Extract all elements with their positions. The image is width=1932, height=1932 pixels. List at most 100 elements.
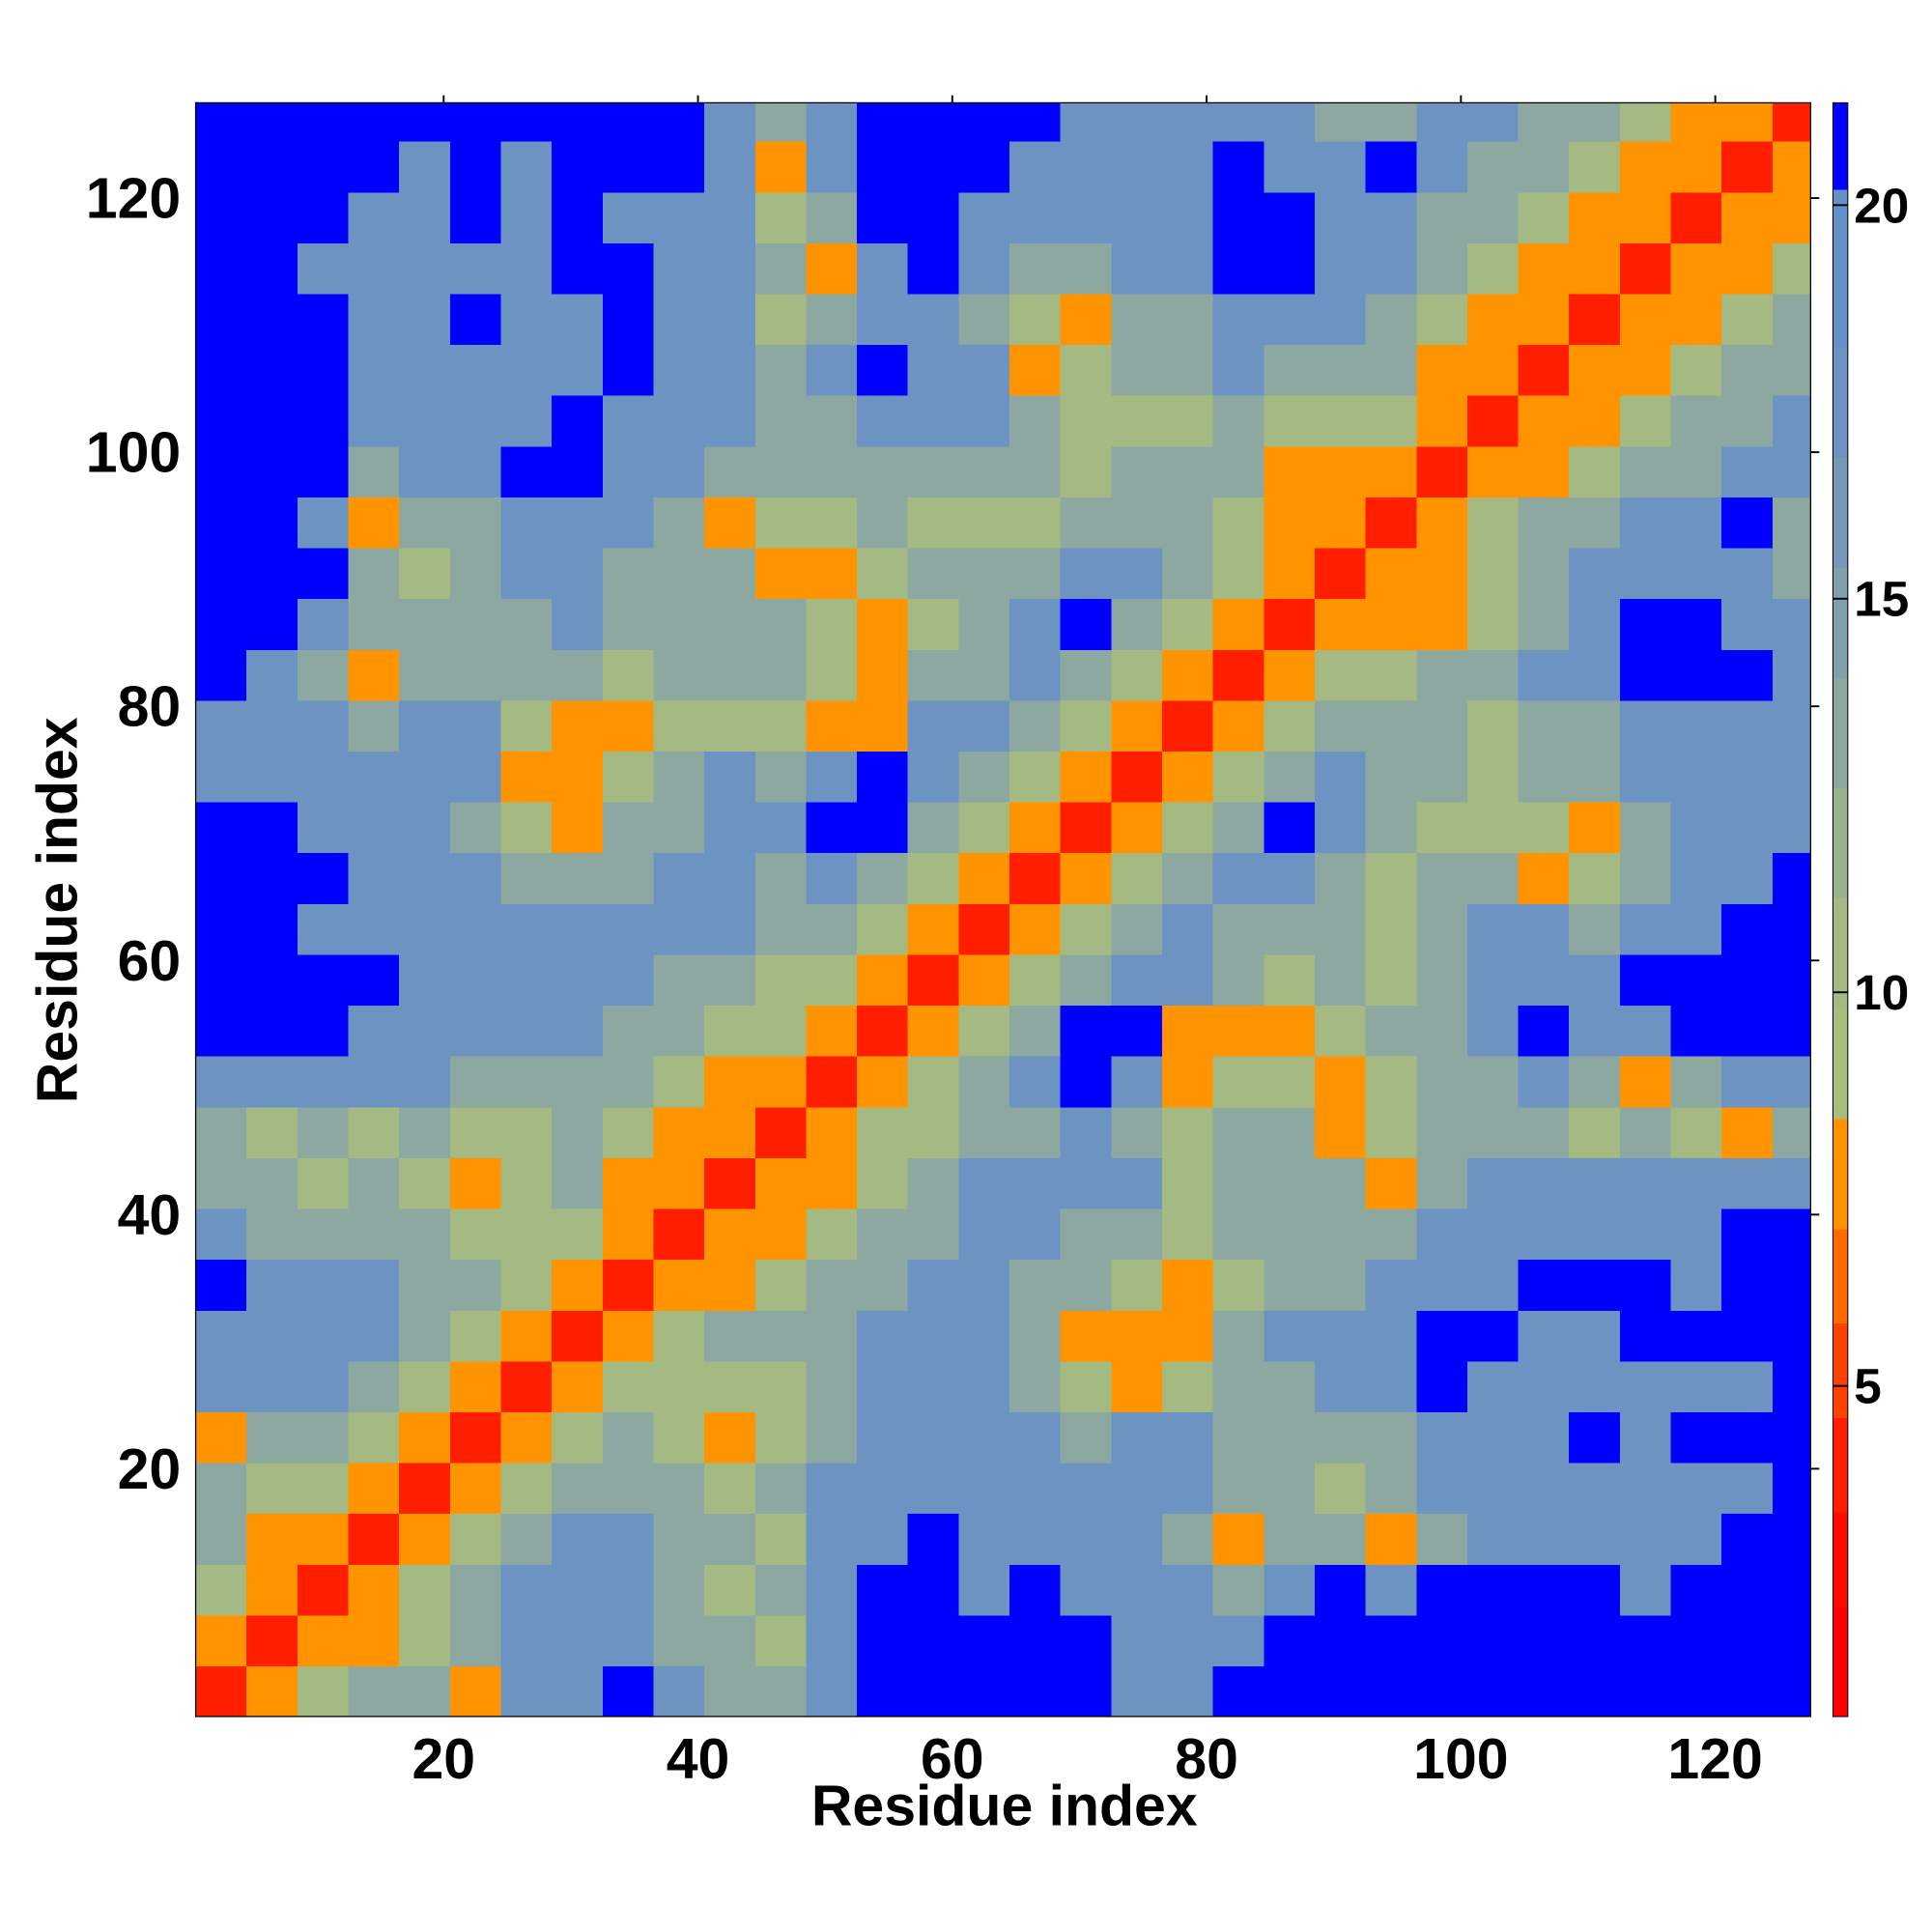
cell [1111,191,1163,243]
cell [552,140,604,193]
cell [1009,1106,1062,1158]
cell [1721,1259,1774,1311]
cell [1009,852,1062,904]
cell [348,1310,400,1362]
cell [1518,140,1571,193]
cell [1772,1462,1812,1515]
cell [297,344,350,396]
cell [602,903,655,955]
x-tick-label: 20 [412,1728,475,1791]
cell [1772,293,1812,346]
cell [704,344,756,396]
cell [1518,852,1571,904]
cell [704,242,756,295]
cell [552,1411,604,1463]
cell [857,953,909,1007]
cell [552,801,604,854]
cell [857,751,909,803]
cell [907,903,960,955]
cell [552,394,604,447]
cell [1772,1005,1812,1057]
cell [1772,1055,1812,1108]
cell [1466,953,1520,1007]
cell [1314,699,1367,753]
cell [958,344,1010,396]
cell [1365,1614,1418,1667]
cell [907,445,960,497]
cell [857,140,909,193]
cell [1365,1106,1418,1158]
cell [1619,1614,1672,1667]
y-tick-label: 20 [118,1438,182,1501]
cell [1314,1411,1367,1463]
heatmap-cells [195,102,1812,1718]
cell [1111,1564,1163,1616]
cell [1060,445,1113,497]
cell [348,293,400,346]
cell [704,1564,756,1616]
cell [602,1360,655,1413]
cell [246,1055,298,1108]
cell [1466,1310,1520,1362]
cell [602,547,655,600]
cell [806,394,858,447]
cell [500,1360,553,1413]
cell [195,1259,247,1311]
cell [1365,445,1418,497]
cell [958,293,1010,346]
cell [449,1106,502,1158]
cell [754,1005,808,1057]
cell [246,1564,298,1616]
cell [1212,242,1265,295]
cell [1466,102,1520,142]
cell [1264,1055,1316,1108]
cell [857,547,909,600]
cell [1060,903,1113,955]
cell [1314,953,1367,1007]
cell [1518,1513,1571,1565]
cell [297,1564,350,1616]
cell [500,1614,553,1667]
cell [1162,497,1214,549]
cell [399,801,451,854]
cell [907,1360,960,1413]
cell [1264,1360,1316,1413]
cell [602,242,655,295]
cell [1569,242,1621,295]
cell [348,445,400,497]
cell [653,1462,705,1515]
cell [246,1462,298,1515]
cell [806,102,858,142]
cell [754,852,808,904]
cell [1060,1208,1113,1261]
cell [1569,1310,1621,1362]
cell [449,394,502,447]
cell [1518,1614,1571,1667]
cell [1772,394,1812,447]
cell [1314,1513,1367,1565]
cell [1060,1411,1113,1463]
cell [1416,1564,1468,1616]
cell [399,547,451,600]
cell [1772,1513,1812,1565]
cell [195,344,247,396]
cell [297,140,350,193]
cell [958,1259,1010,1311]
cell [552,547,604,600]
cell [1416,1614,1468,1667]
cell [1416,191,1468,243]
cell [1518,497,1571,549]
cell [552,1462,604,1515]
cell [1670,649,1722,701]
cell [602,1208,655,1261]
cell [1314,1564,1367,1616]
cell [907,497,960,549]
cell [399,1259,451,1311]
cell [806,1411,858,1463]
cell [1721,242,1774,295]
cell [195,547,247,600]
cell [552,699,604,753]
cell [1009,547,1062,600]
cell [1060,852,1113,904]
cell [399,1360,451,1413]
